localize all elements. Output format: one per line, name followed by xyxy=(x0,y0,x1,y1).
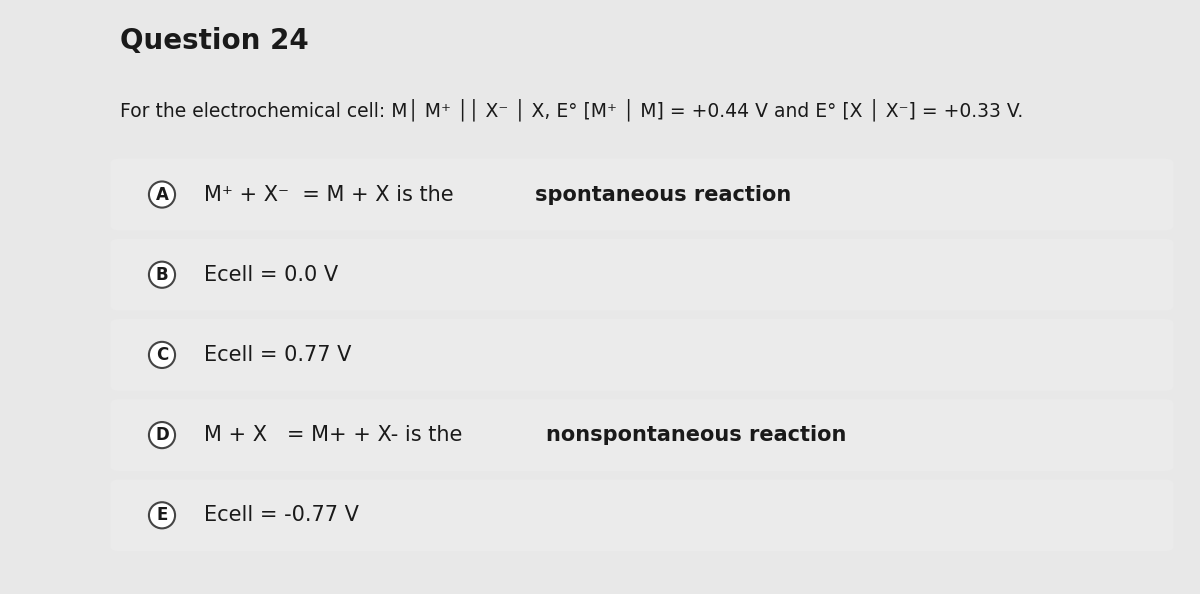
Text: E: E xyxy=(156,506,168,525)
Text: spontaneous reaction: spontaneous reaction xyxy=(535,185,791,204)
Text: B: B xyxy=(156,266,168,284)
Text: nonspontaneous reaction: nonspontaneous reaction xyxy=(546,425,846,445)
FancyBboxPatch shape xyxy=(110,159,1174,230)
Text: Ecell = -0.77 V: Ecell = -0.77 V xyxy=(204,505,359,525)
FancyBboxPatch shape xyxy=(110,239,1174,311)
Text: Question 24: Question 24 xyxy=(120,27,308,55)
FancyBboxPatch shape xyxy=(110,479,1174,551)
Text: M⁺ + X⁻  = M + X is the: M⁺ + X⁻ = M + X is the xyxy=(204,185,461,204)
Ellipse shape xyxy=(149,262,175,288)
Ellipse shape xyxy=(149,182,175,208)
Text: Ecell = 0.0 V: Ecell = 0.0 V xyxy=(204,265,338,285)
Ellipse shape xyxy=(149,503,175,529)
Text: Ecell = 0.77 V: Ecell = 0.77 V xyxy=(204,345,352,365)
Text: D: D xyxy=(155,426,169,444)
Ellipse shape xyxy=(149,342,175,368)
Text: M + X   = M+ + X- is the: M + X = M+ + X- is the xyxy=(204,425,469,445)
Text: C: C xyxy=(156,346,168,364)
FancyBboxPatch shape xyxy=(110,319,1174,391)
FancyBboxPatch shape xyxy=(110,399,1174,471)
Text: A: A xyxy=(156,185,168,204)
Text: For the electrochemical cell: M│ M⁺ ││ X⁻ │ X, E° [M⁺ │ M] = +0.44 V and E° [X │: For the electrochemical cell: M│ M⁺ ││ X… xyxy=(120,98,1024,121)
Ellipse shape xyxy=(149,422,175,448)
